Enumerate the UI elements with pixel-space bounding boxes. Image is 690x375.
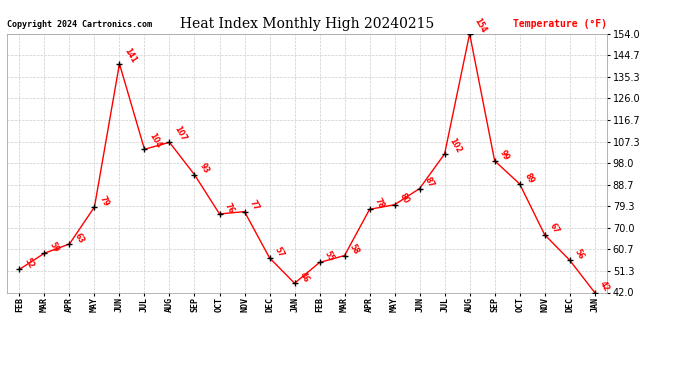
Text: 99: 99 <box>497 148 511 162</box>
Text: 55: 55 <box>322 250 335 263</box>
Text: Temperature (°F): Temperature (°F) <box>513 19 607 28</box>
Text: 154: 154 <box>473 16 489 34</box>
Text: 107: 107 <box>172 125 188 143</box>
Text: 78: 78 <box>373 196 386 210</box>
Text: 63: 63 <box>72 231 86 245</box>
Text: 57: 57 <box>273 245 286 259</box>
Text: 56: 56 <box>573 248 586 261</box>
Text: 102: 102 <box>448 136 463 155</box>
Text: 77: 77 <box>248 199 261 213</box>
Text: 80: 80 <box>397 192 411 206</box>
Text: 79: 79 <box>97 194 110 208</box>
Text: 67: 67 <box>548 222 561 236</box>
Text: 87: 87 <box>422 176 436 189</box>
Text: 104: 104 <box>148 132 163 150</box>
Text: 76: 76 <box>222 201 235 215</box>
Title: Heat Index Monthly High 20240215: Heat Index Monthly High 20240215 <box>180 17 434 31</box>
Text: 52: 52 <box>22 257 35 270</box>
Text: 42: 42 <box>598 280 611 293</box>
Text: Copyright 2024 Cartronics.com: Copyright 2024 Cartronics.com <box>7 20 152 28</box>
Text: 58: 58 <box>348 243 361 256</box>
Text: 93: 93 <box>197 162 210 176</box>
Text: 59: 59 <box>48 241 61 254</box>
Text: 89: 89 <box>522 171 535 185</box>
Text: 141: 141 <box>122 46 138 64</box>
Text: 46: 46 <box>297 270 310 284</box>
